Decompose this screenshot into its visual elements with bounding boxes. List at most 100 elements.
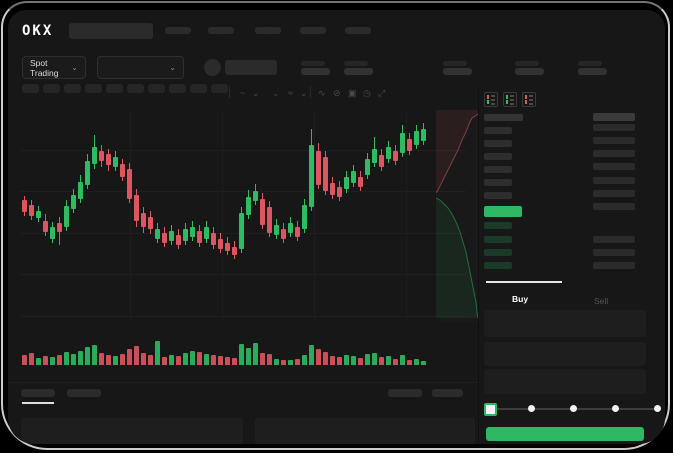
stat-value-placeholder: [344, 68, 373, 75]
search-bar-placeholder[interactable]: [69, 23, 153, 39]
volume-bar: [267, 354, 272, 365]
volume-bar: [351, 356, 356, 365]
fullscreen-icon[interactable]: ⤢: [378, 88, 386, 98]
pair-name-placeholder[interactable]: [225, 60, 277, 75]
pair-dropdown[interactable]: ⌄: [97, 56, 184, 79]
slider-dot[interactable]: [654, 405, 661, 412]
order-input-placeholder[interactable]: [484, 369, 646, 394]
ask-price-placeholder[interactable]: [484, 140, 512, 147]
volume-bar: [379, 357, 384, 365]
volume-bar: [169, 355, 174, 365]
volume-bar: [204, 354, 209, 365]
interval-button-placeholder[interactable]: [169, 84, 186, 93]
depth-chart-overlay: [435, 110, 479, 322]
slider-dot[interactable]: [528, 405, 535, 412]
volume-bar: [337, 357, 342, 365]
ask-price-placeholder[interactable]: [484, 153, 512, 160]
stat-value-placeholder: [443, 68, 472, 75]
slider-handle[interactable]: [484, 403, 497, 416]
bid-price-placeholder[interactable]: [484, 249, 512, 256]
chevron-down-icon: ⌄: [169, 63, 176, 72]
volume-bar: [50, 357, 55, 365]
slider-dot[interactable]: [612, 405, 619, 412]
volume-bar: [295, 359, 300, 365]
last-price-bar[interactable]: [484, 206, 522, 217]
buy-button[interactable]: [486, 427, 644, 441]
tab-sell[interactable]: Sell: [594, 296, 609, 306]
ask-amount-placeholder[interactable]: [593, 163, 635, 170]
bid-price-placeholder[interactable]: [484, 222, 512, 229]
candle-body: [43, 221, 48, 232]
interval-button-placeholder[interactable]: [43, 84, 60, 93]
volume-bar: [302, 355, 307, 365]
candle-body: [183, 229, 188, 241]
compare-icon[interactable]: ⊘: [333, 88, 341, 98]
bottom-tab-placeholder[interactable]: [21, 389, 55, 397]
candle-body: [253, 191, 258, 201]
bid-amount-placeholder[interactable]: [593, 262, 635, 269]
interval-button-placeholder[interactable]: [211, 84, 228, 93]
interval-button-placeholder[interactable]: [22, 84, 39, 93]
order-input-placeholder[interactable]: [484, 310, 646, 337]
ask-price-placeholder[interactable]: [484, 127, 512, 134]
candle-body: [22, 200, 27, 212]
bid-amount-placeholder[interactable]: [593, 236, 635, 243]
volume-bar: [211, 355, 216, 365]
bottom-tab-placeholder[interactable]: [67, 389, 101, 397]
candle-body: [400, 133, 405, 153]
ask-price-placeholder[interactable]: [484, 166, 512, 173]
interval-button-placeholder[interactable]: [190, 84, 207, 93]
orderbook-bids-only-icon[interactable]: [503, 92, 517, 107]
chevron-down-icon[interactable]: ⌄: [272, 88, 280, 98]
bottom-action-placeholder[interactable]: [432, 389, 463, 397]
nav-item-placeholder[interactable]: [300, 27, 326, 34]
volume-bar: [36, 358, 41, 365]
snapshot-icon[interactable]: ▣: [348, 88, 357, 98]
volume-bar: [141, 353, 146, 365]
gridline: [406, 110, 407, 322]
ask-amount-placeholder[interactable]: [593, 150, 635, 157]
candle-body: [246, 197, 251, 215]
volume-bar: [344, 355, 349, 365]
bid-price-placeholder[interactable]: [484, 236, 512, 243]
tab-buy[interactable]: Buy: [512, 294, 529, 304]
bid-price-placeholder[interactable]: [484, 262, 512, 269]
ask-price-placeholder[interactable]: [484, 192, 512, 199]
ask-amount-placeholder[interactable]: [593, 203, 635, 210]
chart-style-icon[interactable]: ~: [240, 88, 246, 98]
nav-item-placeholder[interactable]: [345, 27, 371, 34]
history-icon[interactable]: ◷: [363, 88, 371, 98]
candlestick-chart[interactable]: [8, 10, 478, 390]
market-type-selector[interactable]: Spot Trading ⌄: [22, 56, 86, 79]
chevron-down-icon[interactable]: ⌄: [300, 88, 308, 98]
chevron-down-icon[interactable]: ⌄: [252, 88, 260, 98]
interval-button-placeholder[interactable]: [127, 84, 144, 93]
candle-body: [99, 151, 104, 161]
volume-bar: [400, 355, 405, 365]
ask-amount-placeholder[interactable]: [593, 177, 635, 184]
line-tool-icon[interactable]: ∿: [318, 88, 326, 98]
order-input-placeholder[interactable]: [484, 342, 646, 366]
volume-bar: [316, 349, 321, 365]
bid-amount-placeholder[interactable]: [593, 249, 635, 256]
nav-item-placeholder[interactable]: [208, 27, 234, 34]
ask-price-placeholder[interactable]: [484, 179, 512, 186]
interval-button-placeholder[interactable]: [148, 84, 165, 93]
candle-body: [302, 205, 307, 229]
interval-button-placeholder[interactable]: [106, 84, 123, 93]
interval-button-placeholder[interactable]: [64, 84, 81, 93]
ask-amount-placeholder[interactable]: [593, 137, 635, 144]
nav-item-placeholder[interactable]: [165, 27, 191, 34]
orderbook-asks-only-icon[interactable]: [522, 92, 536, 107]
orderbook-both-sides-icon[interactable]: [484, 92, 498, 107]
indicator-icon[interactable]: ≈: [288, 88, 293, 98]
nav-item-placeholder[interactable]: [255, 27, 281, 34]
volume-bar: [43, 356, 48, 365]
ask-amount-placeholder[interactable]: [593, 124, 635, 131]
volume-bar: [64, 352, 69, 365]
interval-button-placeholder[interactable]: [85, 84, 102, 93]
bottom-action-placeholder[interactable]: [388, 389, 422, 397]
ask-amount-placeholder[interactable]: [593, 190, 635, 197]
slider-dot[interactable]: [570, 405, 577, 412]
